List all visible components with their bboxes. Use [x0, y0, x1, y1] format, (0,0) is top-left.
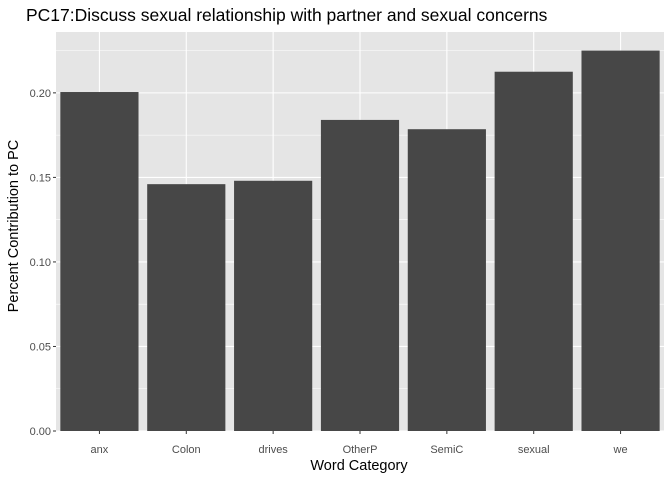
x-tick-label: we: [613, 444, 628, 456]
x-tick-label: Colon: [172, 444, 201, 456]
x-tick-label: drives: [258, 444, 288, 456]
bar-colon: [147, 184, 226, 431]
x-axis-title: Word Category: [310, 458, 408, 474]
x-tick-label: SemiC: [430, 444, 463, 456]
bar-anx: [60, 92, 139, 431]
bars: [60, 50, 660, 432]
bar-semic: [407, 129, 486, 431]
bar-sexual: [494, 71, 573, 432]
y-tick-label: 0.20: [30, 88, 51, 100]
bar-we: [581, 50, 660, 431]
y-tick-label: 0.15: [30, 172, 51, 184]
y-axis-title: Percent Contribution to PC: [6, 140, 22, 312]
y-tick-label: 0.05: [30, 341, 51, 353]
x-tick-label: sexual: [518, 444, 550, 456]
bar-drives: [234, 180, 313, 431]
y-tick-label: 0.00: [30, 426, 51, 438]
x-tick-label: OtherP: [343, 444, 378, 456]
x-tick-label: anx: [91, 444, 109, 456]
bar-otherp: [320, 119, 400, 431]
y-tick-label: 0.10: [30, 257, 51, 269]
y-axis: 0.00 0.05 0.10 0.15 0.20: [30, 88, 56, 438]
chart-title: PC17:Discuss sexual relationship with pa…: [26, 5, 548, 25]
x-axis: anx Colon drives OtherP SemiC sexual we: [91, 431, 628, 456]
